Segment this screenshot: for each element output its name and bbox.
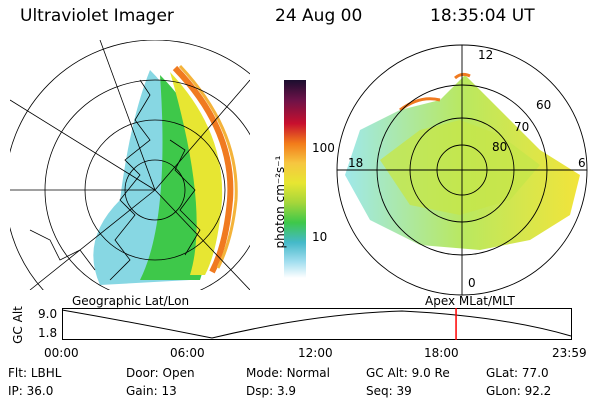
colorbar-tick-10: 10 — [312, 230, 328, 244]
time-tick-0000: 00:00 — [44, 346, 79, 360]
altitude-tick-low: 1.8 — [38, 326, 58, 340]
observation-time: 18:35:04 UT — [430, 6, 535, 26]
info-glat: GLat: 77.0 — [486, 366, 549, 380]
lat-label-80: 80 — [492, 140, 508, 154]
info-flt: Flt: LBHL — [8, 366, 62, 380]
time-tick-1200: 12:00 — [298, 346, 333, 360]
altitude-plot — [61, 308, 572, 340]
altitude-tick-high: 9.0 — [38, 307, 58, 321]
polar-grid — [336, 44, 588, 296]
mlt-label-0: 0 — [468, 276, 476, 290]
info-ip: IP: 36.0 — [8, 384, 54, 398]
mlt-label-18: 18 — [348, 156, 364, 170]
info-gain: Gain: 13 — [126, 384, 177, 398]
info-gc-alt: GC Alt: 9.0 Re — [366, 366, 450, 380]
geographic-caption: Geographic Lat/Lon — [72, 294, 190, 308]
lat-label-70: 70 — [514, 120, 530, 134]
time-tick-0600: 06:00 — [170, 346, 205, 360]
mlt-label-12: 12 — [478, 48, 494, 62]
info-dsp: Dsp: 3.9 — [246, 384, 297, 398]
apex-caption: Apex MLat/MLT — [425, 294, 515, 308]
instrument-title: Ultraviolet Imager — [20, 6, 174, 26]
colorbar-unit-label: photon cm⁻²s⁻¹ — [273, 155, 287, 249]
colorbar — [284, 80, 306, 278]
time-tick-1800: 18:00 — [424, 346, 459, 360]
info-door: Door: Open — [126, 366, 195, 380]
info-seq: Seq: 39 — [366, 384, 412, 398]
lat-label-60: 60 — [536, 98, 552, 112]
time-tick-2359: 23:59 — [552, 346, 587, 360]
colorbar-tick-100: 100 — [312, 141, 335, 155]
altitude-curve — [61, 309, 572, 339]
observation-date: 24 Aug 00 — [275, 6, 363, 26]
info-glon: GLon: 92.2 — [486, 384, 552, 398]
altitude-ylabel: GC Alt — [11, 306, 25, 344]
mlt-label-6: 6 — [578, 156, 586, 170]
info-mode: Mode: Normal — [246, 366, 330, 380]
